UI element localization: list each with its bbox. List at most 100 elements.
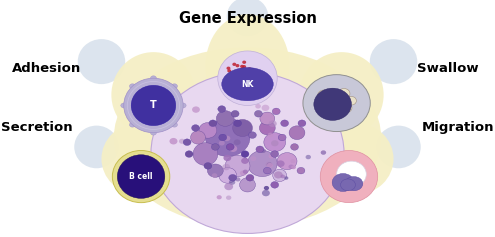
Ellipse shape (273, 169, 287, 182)
Text: Migration: Migration (422, 122, 494, 134)
Ellipse shape (327, 104, 336, 112)
Ellipse shape (245, 73, 248, 77)
Ellipse shape (264, 186, 269, 190)
Ellipse shape (232, 63, 236, 66)
Ellipse shape (260, 149, 266, 153)
Ellipse shape (332, 173, 354, 191)
Ellipse shape (242, 70, 246, 73)
Ellipse shape (205, 14, 290, 118)
Text: Adhesion: Adhesion (12, 62, 82, 75)
Ellipse shape (256, 146, 264, 153)
Ellipse shape (117, 155, 165, 198)
Text: Swallow: Swallow (417, 62, 479, 75)
Ellipse shape (277, 160, 285, 167)
Ellipse shape (150, 130, 156, 135)
Text: NK: NK (242, 80, 253, 89)
Ellipse shape (268, 120, 277, 127)
Ellipse shape (192, 125, 199, 131)
Ellipse shape (237, 76, 241, 79)
Ellipse shape (229, 76, 233, 79)
Ellipse shape (248, 67, 251, 71)
Ellipse shape (236, 64, 240, 67)
Ellipse shape (78, 39, 125, 84)
Ellipse shape (171, 84, 177, 89)
Ellipse shape (255, 104, 261, 109)
Ellipse shape (238, 70, 242, 73)
Ellipse shape (226, 144, 234, 150)
Ellipse shape (218, 51, 277, 105)
Ellipse shape (241, 151, 249, 157)
Ellipse shape (241, 158, 248, 164)
Ellipse shape (267, 162, 272, 167)
Ellipse shape (289, 164, 294, 169)
Ellipse shape (183, 139, 191, 146)
Ellipse shape (242, 65, 246, 68)
Ellipse shape (284, 176, 289, 180)
Ellipse shape (265, 162, 272, 167)
Ellipse shape (281, 120, 289, 127)
Ellipse shape (376, 126, 421, 168)
Ellipse shape (345, 177, 363, 191)
Ellipse shape (246, 70, 249, 73)
Ellipse shape (341, 103, 352, 113)
Ellipse shape (291, 144, 298, 150)
Ellipse shape (169, 138, 178, 145)
Ellipse shape (227, 69, 231, 73)
Ellipse shape (223, 155, 231, 161)
Ellipse shape (185, 151, 193, 157)
Ellipse shape (192, 106, 200, 113)
Ellipse shape (171, 122, 177, 127)
Ellipse shape (248, 150, 277, 177)
Ellipse shape (121, 103, 127, 108)
Ellipse shape (217, 195, 222, 199)
Ellipse shape (227, 67, 231, 70)
Ellipse shape (234, 139, 241, 145)
Ellipse shape (255, 70, 259, 73)
Ellipse shape (250, 156, 256, 161)
Ellipse shape (264, 133, 286, 152)
Ellipse shape (101, 123, 176, 194)
Ellipse shape (223, 136, 230, 141)
Ellipse shape (229, 145, 237, 152)
Ellipse shape (262, 190, 270, 196)
Ellipse shape (260, 112, 275, 125)
Ellipse shape (338, 88, 350, 99)
Ellipse shape (130, 122, 136, 127)
Ellipse shape (240, 76, 244, 79)
Ellipse shape (317, 90, 331, 102)
Text: B cell: B cell (129, 172, 153, 181)
Ellipse shape (271, 151, 279, 157)
Ellipse shape (209, 120, 217, 127)
Ellipse shape (222, 68, 273, 101)
Ellipse shape (74, 126, 119, 168)
Ellipse shape (263, 167, 271, 174)
Ellipse shape (277, 153, 297, 170)
Ellipse shape (274, 171, 283, 178)
Ellipse shape (240, 65, 244, 68)
Ellipse shape (233, 119, 252, 137)
Ellipse shape (260, 73, 264, 77)
Ellipse shape (269, 154, 274, 159)
Ellipse shape (271, 140, 279, 146)
Ellipse shape (303, 75, 370, 132)
Ellipse shape (124, 78, 183, 133)
Ellipse shape (242, 72, 246, 75)
Ellipse shape (226, 196, 231, 200)
Ellipse shape (240, 79, 244, 82)
Ellipse shape (346, 96, 356, 105)
Ellipse shape (234, 70, 238, 73)
Ellipse shape (130, 84, 136, 89)
Ellipse shape (246, 70, 249, 74)
Ellipse shape (151, 72, 344, 233)
Ellipse shape (341, 179, 355, 191)
Ellipse shape (272, 108, 280, 115)
Ellipse shape (211, 144, 219, 150)
Ellipse shape (254, 110, 262, 117)
Ellipse shape (234, 120, 242, 127)
Ellipse shape (251, 71, 255, 74)
Ellipse shape (299, 52, 384, 137)
Ellipse shape (271, 182, 279, 188)
Ellipse shape (235, 177, 241, 182)
Ellipse shape (370, 39, 417, 84)
Ellipse shape (317, 101, 327, 110)
